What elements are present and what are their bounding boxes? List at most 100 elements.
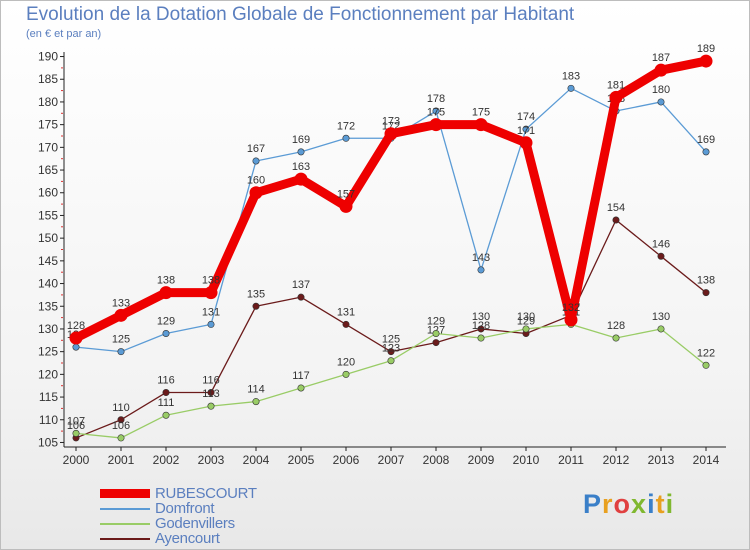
data-label-godenvillers: 120 [337, 356, 355, 368]
data-label-rubescourt: 138 [202, 275, 220, 287]
point-godenvillers [117, 434, 125, 442]
x-tick-label: 2002 [153, 453, 180, 467]
data-label-domfront: 174 [517, 111, 535, 123]
legend-item-godenvillers: Godenvillers [100, 516, 257, 531]
point-domfront [657, 98, 665, 106]
y-tick-label: 135 [38, 299, 58, 313]
point-rubescourt [114, 308, 128, 322]
data-label-godenvillers: 113 [202, 388, 220, 400]
y-tick-label: 160 [38, 186, 58, 200]
y-tick-label: 110 [39, 413, 58, 427]
data-label-rubescourt: 187 [652, 52, 670, 64]
data-label-godenvillers: 111 [158, 397, 175, 409]
point-rubescourt [69, 331, 83, 345]
x-tick-label: 2006 [333, 453, 360, 467]
legend-item-domfront: Domfront [100, 501, 257, 516]
point-domfront [477, 266, 485, 274]
legend-item-rubescourt: RUBESCOURT [100, 486, 257, 501]
data-label-rubescourt: 163 [292, 161, 310, 173]
data-label-domfront: 167 [247, 143, 265, 155]
legend-label-rubescourt: RUBESCOURT [155, 485, 257, 502]
y-tick-label: 190 [38, 50, 58, 64]
data-label-ayencourt: 154 [607, 202, 625, 214]
y-tick-label: 180 [38, 95, 58, 109]
logo-letter-t: t [655, 489, 666, 519]
data-label-rubescourt: 132 [562, 302, 580, 314]
point-domfront [117, 348, 125, 356]
data-label-rubescourt: 189 [697, 43, 715, 55]
point-domfront [162, 329, 170, 337]
y-tick-label: 115 [39, 390, 58, 404]
data-label-ayencourt: 137 [292, 279, 310, 291]
data-label-ayencourt: 106 [67, 420, 85, 432]
x-tick-label: 2003 [198, 453, 225, 467]
data-label-domfront: 178 [427, 93, 445, 105]
data-label-ayencourt: 138 [697, 275, 715, 287]
x-tick-label: 2005 [288, 453, 315, 467]
point-godenvillers [387, 357, 395, 365]
legend-swatch-domfront [100, 507, 150, 510]
data-label-domfront: 143 [472, 252, 490, 264]
point-godenvillers [342, 370, 350, 378]
point-domfront [432, 107, 440, 115]
point-godenvillers [612, 334, 620, 342]
point-rubescourt [159, 286, 173, 300]
point-ayencourt [342, 320, 350, 328]
data-label-godenvillers: 123 [382, 343, 400, 355]
point-godenvillers [432, 329, 440, 337]
y-tick-label: 185 [38, 72, 58, 86]
point-domfront [342, 134, 350, 142]
data-label-godenvillers: 130 [652, 311, 670, 323]
data-label-rubescourt: 133 [112, 297, 130, 309]
y-tick-label: 130 [38, 322, 58, 336]
legend-label-domfront: Domfront [155, 500, 215, 517]
point-domfront [297, 148, 305, 156]
legend-swatch-ayencourt [100, 537, 150, 540]
data-label-godenvillers: 128 [472, 320, 490, 332]
point-rubescourt [654, 63, 668, 77]
x-tick-label: 2000 [63, 453, 90, 467]
data-label-ayencourt: 130 [472, 311, 490, 323]
point-rubescourt [249, 186, 263, 200]
data-label-godenvillers: 128 [607, 320, 625, 332]
point-ayencourt [387, 348, 395, 356]
data-label-rubescourt: 181 [607, 79, 625, 91]
data-label-domfront: 125 [112, 334, 130, 346]
point-ayencourt [252, 302, 260, 310]
data-label-domfront: 172 [337, 120, 355, 132]
point-ayencourt [297, 293, 305, 301]
x-tick-label: 2013 [648, 453, 675, 467]
point-godenvillers [207, 402, 215, 410]
x-tick-label: 2014 [693, 453, 720, 467]
point-rubescourt [564, 313, 578, 327]
data-label-domfront: 131 [202, 306, 220, 318]
point-ayencourt [207, 389, 215, 397]
point-ayencourt [702, 289, 710, 297]
data-label-rubescourt: 138 [157, 275, 175, 287]
legend-label-godenvillers: Godenvillers [155, 515, 235, 532]
y-tick-label: 155 [38, 208, 58, 222]
point-godenvillers [297, 384, 305, 392]
point-rubescourt [474, 118, 488, 132]
legend-label-ayencourt: Ayencourt [155, 530, 220, 547]
data-label-ayencourt: 135 [247, 288, 265, 300]
chart-title: Evolution de la Dotation Globale de Fonc… [26, 4, 575, 25]
data-label-godenvillers: 130 [517, 311, 535, 323]
x-tick-label: 2010 [513, 453, 540, 467]
point-rubescourt [609, 90, 623, 104]
logo-letter-i: i [647, 489, 656, 519]
point-domfront [702, 148, 710, 156]
point-ayencourt [117, 416, 125, 424]
data-label-godenvillers: 122 [697, 347, 715, 359]
point-rubescourt [429, 118, 443, 132]
data-label-ayencourt: 129 [517, 315, 535, 327]
y-tick-label: 165 [38, 163, 58, 177]
point-ayencourt [432, 339, 440, 347]
point-rubescourt [699, 54, 713, 68]
data-label-domfront: 183 [562, 70, 580, 82]
point-godenvillers [72, 429, 80, 437]
data-label-ayencourt: 116 [157, 375, 175, 387]
y-tick-label: 175 [38, 118, 58, 132]
data-label-godenvillers: 114 [247, 384, 265, 396]
